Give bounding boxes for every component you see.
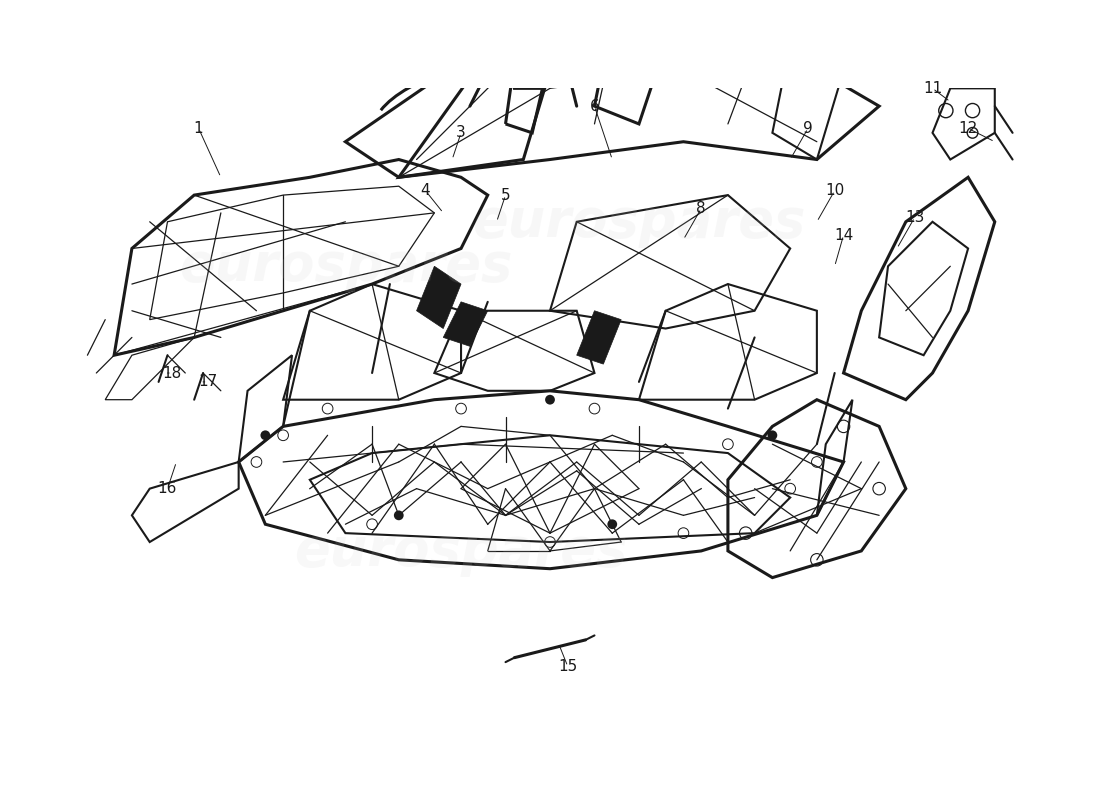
- Circle shape: [546, 395, 554, 405]
- Circle shape: [768, 430, 778, 440]
- Text: eurospares: eurospares: [295, 525, 628, 577]
- Text: 5: 5: [500, 187, 510, 202]
- Text: 8: 8: [696, 201, 706, 216]
- Text: 1: 1: [194, 121, 204, 136]
- Text: 18: 18: [163, 366, 182, 381]
- Text: 12: 12: [958, 121, 978, 136]
- Text: 17: 17: [198, 374, 217, 390]
- Text: 2: 2: [505, 0, 515, 2]
- Text: 3: 3: [456, 126, 466, 140]
- Text: 13: 13: [905, 210, 924, 225]
- Text: 15: 15: [558, 659, 578, 674]
- Text: 10: 10: [825, 183, 845, 198]
- Text: eurospares: eurospares: [178, 240, 513, 292]
- Circle shape: [394, 510, 404, 520]
- Text: 4: 4: [420, 183, 430, 198]
- Text: 6: 6: [590, 98, 600, 114]
- Polygon shape: [443, 302, 487, 346]
- Circle shape: [607, 519, 617, 529]
- Text: 7: 7: [572, 0, 582, 2]
- Circle shape: [261, 430, 271, 440]
- Text: eurospares: eurospares: [472, 196, 805, 248]
- Text: 16: 16: [157, 481, 177, 496]
- Text: 9: 9: [803, 121, 813, 136]
- Text: 14: 14: [834, 228, 854, 242]
- Text: 11: 11: [923, 81, 942, 96]
- Polygon shape: [576, 310, 621, 364]
- Polygon shape: [417, 266, 461, 329]
